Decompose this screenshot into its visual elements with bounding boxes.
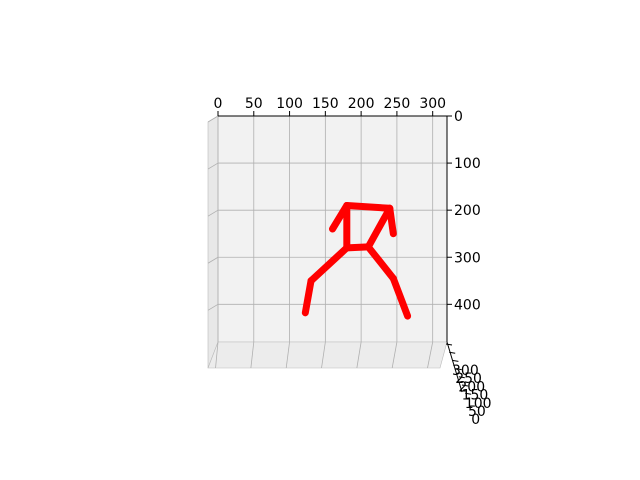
x-ticks: 0 50 100 150 200 250 300 — [214, 96, 446, 116]
z-tick-mark — [449, 351, 456, 354]
z-tick-mark — [455, 368, 462, 371]
z-tick-label: 150 — [462, 388, 489, 404]
x-tick-label: 300 — [419, 96, 446, 112]
y-tick-label: 400 — [454, 297, 481, 313]
skeleton-bone — [389, 274, 412, 320]
z-tick-mark — [465, 392, 472, 395]
x-tick-label: 100 — [276, 96, 303, 112]
floor-grid-line — [427, 341, 434, 369]
y-tick-label: 300 — [454, 250, 481, 266]
side-grid-line — [207, 115, 219, 123]
skeleton-bone — [301, 277, 315, 317]
x-tick-label: 150 — [312, 96, 339, 112]
y-ticks: 0 100 200 300 400 — [447, 109, 481, 313]
floor-pane — [207, 341, 448, 369]
floor-grid-line — [356, 341, 362, 369]
skeleton-bone — [364, 204, 394, 251]
floor-grid-line — [391, 341, 398, 369]
y-tick-label: 100 — [454, 156, 481, 172]
x-tick-label: 200 — [348, 96, 375, 112]
z-tick-mark — [452, 359, 459, 362]
floor-grid-line — [321, 341, 326, 369]
side-pane — [207, 115, 219, 369]
floor-grid-line — [250, 341, 255, 369]
x-tick-label: 50 — [245, 96, 263, 112]
z-tick-mark — [461, 384, 469, 387]
skeleton-bone — [343, 201, 394, 212]
z-tick-mark — [458, 376, 465, 379]
y-tick-label: 0 — [454, 109, 463, 125]
x-tick-label: 0 — [214, 96, 223, 112]
x-tick-label: 250 — [384, 96, 411, 112]
skeleton-bone — [364, 243, 397, 282]
skeleton-bone — [307, 244, 351, 285]
skeleton-series — [301, 201, 412, 320]
z-axis-line — [446, 341, 463, 393]
z-tick-label: 100 — [465, 396, 492, 412]
z-tick-mark — [445, 343, 453, 346]
floor-grid-line — [285, 341, 290, 369]
skeleton-bone — [343, 243, 372, 252]
z-tick-label: 250 — [455, 371, 482, 387]
z-tick-label: 300 — [452, 363, 479, 379]
y-tick-label: 200 — [454, 203, 481, 219]
side-grid-line — [207, 303, 219, 311]
floor-grid-line — [215, 341, 219, 369]
z-tick-label: 50 — [468, 404, 486, 420]
z-tick-label: 200 — [458, 379, 485, 395]
side-grid-line — [207, 256, 219, 264]
axes-panes — [207, 115, 448, 369]
z-tick-label: 0 — [471, 412, 480, 428]
side-grid-line — [207, 162, 219, 170]
side-grid-line — [207, 209, 219, 217]
